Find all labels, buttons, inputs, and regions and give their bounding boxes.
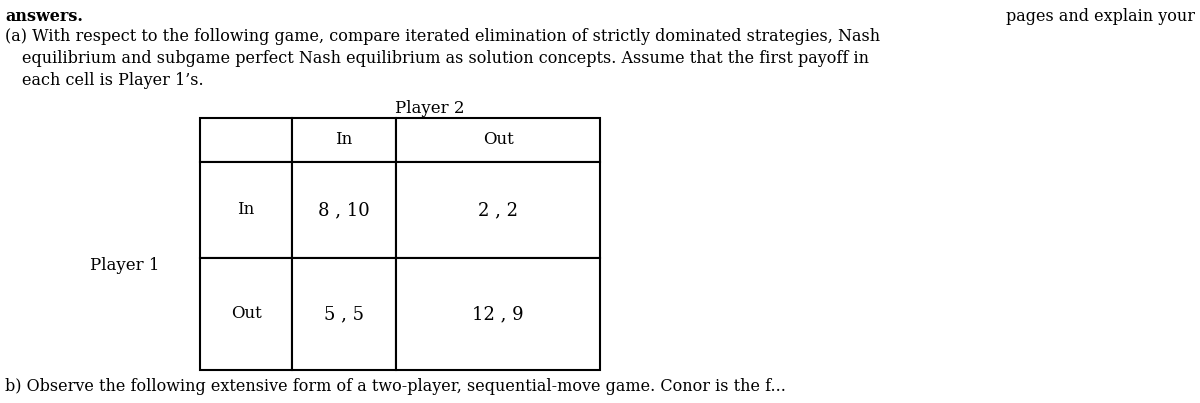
Bar — [292, 118, 396, 162]
Text: Out: Out — [482, 131, 514, 148]
Bar — [200, 162, 292, 258]
Bar — [200, 118, 292, 162]
Text: answers.: answers. — [5, 8, 83, 25]
Bar — [396, 258, 600, 370]
Text: 2 , 2: 2 , 2 — [478, 201, 518, 219]
Text: each cell is Player 1’s.: each cell is Player 1’s. — [22, 72, 204, 89]
Text: In: In — [335, 131, 353, 148]
Text: 12 , 9: 12 , 9 — [472, 305, 524, 323]
Bar — [292, 162, 396, 258]
Text: Out: Out — [230, 305, 262, 322]
Text: 5 , 5: 5 , 5 — [324, 305, 364, 323]
Text: pages and explain your: pages and explain your — [1006, 8, 1195, 25]
Bar — [396, 118, 600, 162]
Text: Player 2: Player 2 — [395, 100, 464, 117]
Text: (a) With respect to the following game, compare iterated elimination of strictly: (a) With respect to the following game, … — [5, 28, 880, 45]
Text: Player 1: Player 1 — [90, 258, 160, 274]
Bar — [200, 258, 292, 370]
Bar — [396, 162, 600, 258]
Text: equilibrium and subgame perfect Nash equilibrium as solution concepts. Assume th: equilibrium and subgame perfect Nash equ… — [22, 50, 869, 67]
Text: 8 , 10: 8 , 10 — [318, 201, 370, 219]
Text: b) Observe the following extensive form of a two-player, sequential-move game. C: b) Observe the following extensive form … — [5, 378, 786, 395]
Bar — [292, 258, 396, 370]
Text: In: In — [238, 202, 254, 218]
